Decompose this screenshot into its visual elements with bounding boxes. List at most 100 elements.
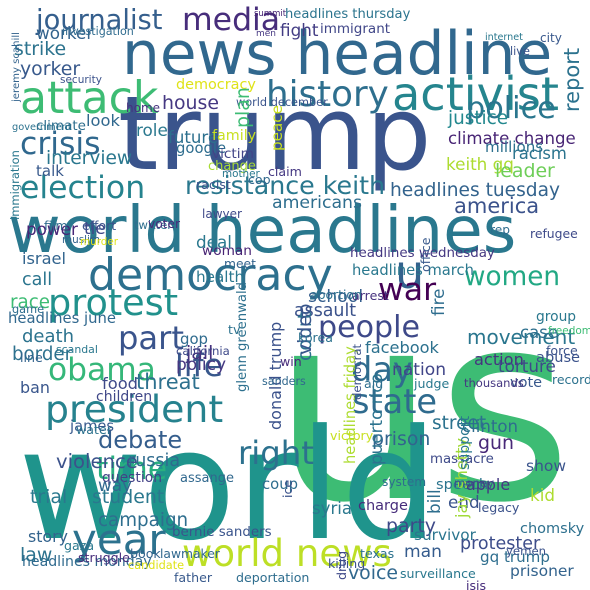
cloud-word: voter <box>148 216 180 231</box>
cloud-word: americans <box>272 193 363 214</box>
cloud-word: plan <box>232 87 254 128</box>
cloud-word: man <box>404 542 442 563</box>
cloud-word: activist <box>392 66 559 121</box>
cloud-word: millions <box>485 138 544 157</box>
cloud-word: change <box>208 159 256 175</box>
cloud-word: power <box>26 218 78 239</box>
cloud-word: world headlines <box>8 192 517 268</box>
cloud-word: life <box>175 348 223 385</box>
cloud-word: father <box>174 569 212 585</box>
cloud-word: interview <box>46 147 133 169</box>
cloud-word: women <box>464 261 561 292</box>
cloud-word: survivor <box>414 526 476 545</box>
cloud-word: border <box>12 343 73 365</box>
cloud-word: immigrant <box>320 21 391 38</box>
cloud-word: effort <box>82 217 117 233</box>
cloud-word: victim <box>212 146 254 163</box>
cloud-word: u <box>395 244 425 299</box>
cloud-word: meet <box>224 256 256 271</box>
cloud-word: water <box>76 421 112 437</box>
cloud-word: year <box>72 515 166 564</box>
cloud-word: look <box>86 110 120 130</box>
cloud-word: film <box>44 217 68 233</box>
cloud-word: climate change <box>448 128 576 148</box>
cloud-word: keith gq <box>446 153 514 174</box>
cloud-word: prisoner <box>510 562 574 581</box>
cloud-word: question <box>102 470 163 487</box>
cloud-word: refugee <box>530 225 578 241</box>
cloud-word: party <box>386 514 436 537</box>
cloud-word: house <box>162 91 219 114</box>
cloud-word: justice <box>448 107 509 129</box>
cloud-word: election <box>20 170 146 207</box>
cloud-word: isis <box>466 577 487 590</box>
cloud-word: racism <box>512 143 567 163</box>
cloud-word: woman <box>202 243 252 260</box>
cloud-word: lawmaker <box>160 546 220 561</box>
cloud-word: democracy <box>176 76 256 93</box>
cloud-word: policy <box>176 354 227 375</box>
cloud-word: movement <box>467 325 576 349</box>
cloud-word: coup <box>262 475 298 493</box>
cloud-word: charge <box>358 497 408 514</box>
cloud-word: mother <box>222 167 260 180</box>
cloud-word: investigation <box>62 25 134 39</box>
cloud-word: racist <box>196 176 231 192</box>
cloud-word: leader <box>495 159 555 182</box>
cloud-word: world december <box>236 96 328 110</box>
cloud-word: record <box>552 371 590 387</box>
cloud-word: america <box>454 193 540 218</box>
cloud-word: bernie sanders <box>172 525 272 541</box>
cloud-word: peace <box>268 105 286 151</box>
cloud-word: headlines wednesday <box>350 246 495 262</box>
cloud-word: internet <box>485 32 523 44</box>
cloud-word: scandal <box>56 342 98 356</box>
cloud-word: sanders <box>262 375 306 389</box>
cloud-word: apple <box>466 475 511 495</box>
cloud-word: abuse <box>536 348 581 366</box>
cloud-word: health <box>196 268 245 287</box>
cloud-word: glenn greenwald <box>235 281 250 392</box>
cloud-word: money <box>454 476 495 491</box>
cloud-word: headlines thursday <box>285 7 411 23</box>
cloud-word: gaza <box>64 537 95 553</box>
cloud-word: gop <box>180 329 209 348</box>
cloud-word: jeremy scahill <box>11 32 22 102</box>
cloud-word: support <box>457 415 473 470</box>
cloud-word: massacre <box>430 452 494 468</box>
cloud-word: police <box>466 90 556 126</box>
cloud-word: jail <box>186 341 214 364</box>
cloud-word: line <box>20 349 43 365</box>
cloud-word: headlines march <box>352 261 474 279</box>
cloud-word: media <box>182 2 281 39</box>
cloud-word: facebook <box>365 337 439 357</box>
cloud-word: strike <box>14 37 67 60</box>
cloud-word: summit <box>254 8 287 19</box>
cloud-word: journalist <box>36 5 163 37</box>
cloud-word: assault <box>294 301 357 322</box>
cloud-word: force <box>546 342 578 358</box>
cloud-word: day <box>351 350 413 390</box>
cloud-word: california <box>176 344 230 359</box>
cloud-word: kid <box>530 484 556 505</box>
cloud-word: crisis <box>20 126 101 163</box>
cloud-word: victory <box>330 427 374 443</box>
cloud-word: freedom <box>548 324 590 337</box>
cloud-word: thousands <box>464 376 524 391</box>
cloud-word: worker <box>36 22 94 43</box>
cloud-word: student <box>92 485 165 508</box>
cloud-word: children <box>96 389 153 406</box>
cloud-word: immigration <box>8 150 22 220</box>
cloud-word: law <box>20 543 53 566</box>
cloud-word: case <box>520 322 558 342</box>
cloud-word: surveillance <box>400 565 476 581</box>
cloud-word: people <box>318 309 421 345</box>
cloud-word: government <box>12 122 72 134</box>
cloud-word: bill <box>424 489 444 514</box>
cloud-word: win <box>280 353 302 369</box>
cloud-word: texas <box>360 545 395 561</box>
cloud-word: report <box>560 47 584 112</box>
cloud-word: yemen <box>506 544 547 559</box>
cloud-word: struggle <box>78 549 130 565</box>
cloud-word: end <box>448 491 480 512</box>
